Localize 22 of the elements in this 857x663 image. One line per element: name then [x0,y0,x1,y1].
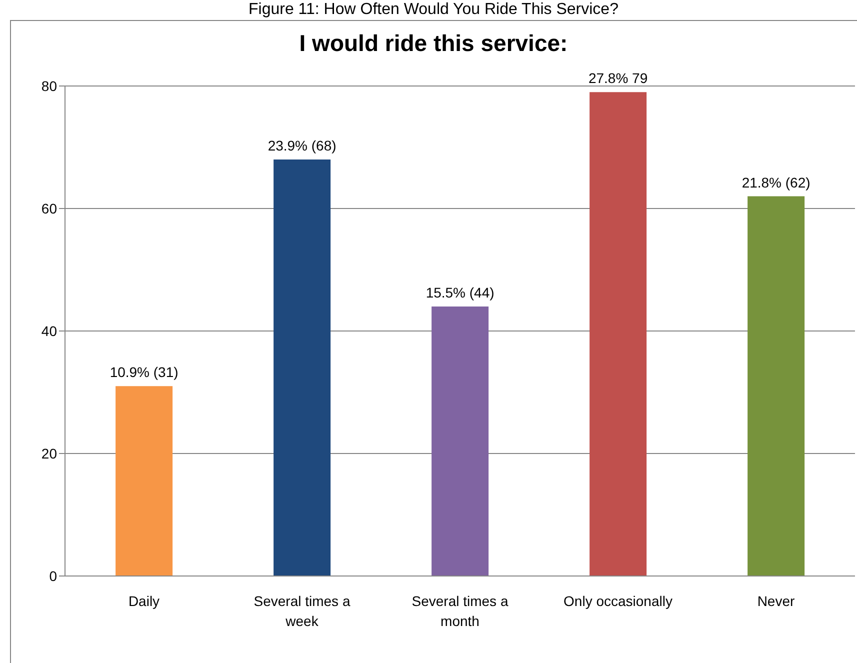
data-label: 21.8% (62) [742,174,810,190]
y-tick-label: 80 [41,78,58,94]
data-label: 27.8% 79 [588,70,648,86]
y-tick-label: 60 [41,200,58,216]
y-tick-label: 0 [49,568,58,584]
x-tick-label: Never [757,592,796,609]
bar [274,160,331,576]
bar [590,92,647,576]
bar [748,196,805,576]
caption: Figure 11: How Often Would You Ride This Service? [248,0,620,20]
bar [116,386,173,576]
chart-title: I would ride this service: [298,29,569,58]
x-tick-label: Only occasionally [564,592,672,609]
data-label: 10.9% (31) [110,364,178,380]
data-label: 15.5% (44) [426,284,494,300]
y-tick-label: 20 [41,445,58,462]
bar [432,306,489,576]
x-tick-label: Daily [128,592,160,609]
x-tick-label: Several times a week [254,592,350,629]
data-label: 23.9% (68) [268,138,336,154]
x-tick-label: Several times a month [412,592,508,629]
y-tick-label: 40 [41,322,58,339]
